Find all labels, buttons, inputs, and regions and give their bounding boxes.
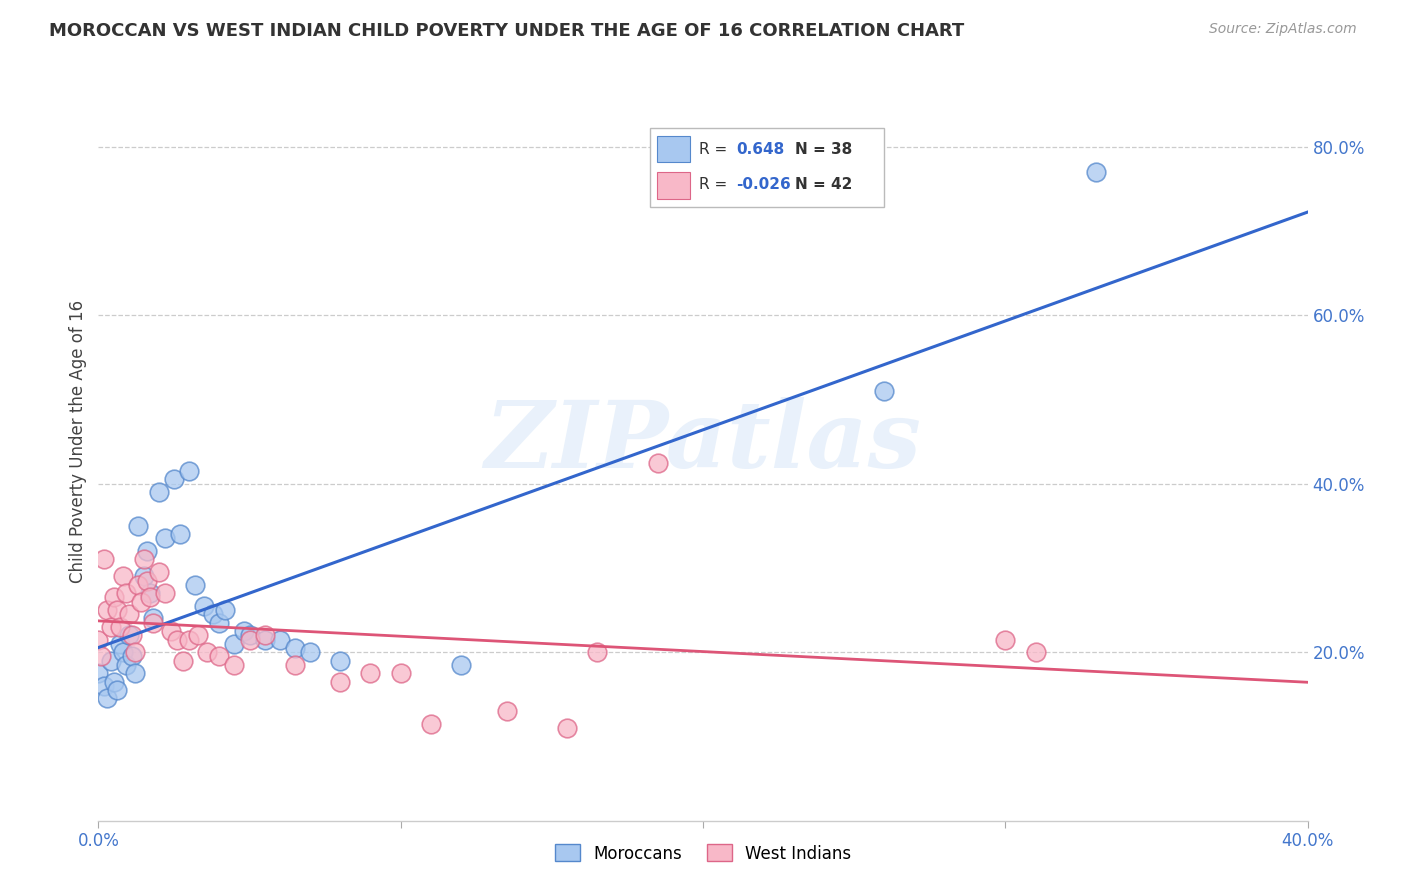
Point	[121, 628, 143, 642]
Point	[96, 603, 118, 617]
Point	[284, 640, 307, 655]
Point	[129, 594, 152, 608]
Legend: Moroccans, West Indians: Moroccans, West Indians	[548, 838, 858, 869]
Point	[299, 645, 322, 659]
Point	[224, 657, 246, 672]
Point	[111, 645, 134, 659]
Point	[96, 691, 118, 706]
Point	[647, 456, 669, 470]
Point	[132, 552, 155, 566]
Point	[160, 624, 183, 639]
Text: R =: R =	[699, 142, 727, 157]
Point	[103, 674, 125, 689]
Point	[87, 666, 110, 681]
Point	[202, 607, 225, 622]
Point	[214, 603, 236, 617]
Point	[139, 591, 162, 605]
Point	[329, 674, 352, 689]
Point	[118, 628, 141, 642]
Point	[195, 645, 218, 659]
Point	[135, 574, 157, 588]
Point	[111, 569, 134, 583]
Point	[166, 632, 188, 647]
Point	[100, 654, 122, 668]
FancyBboxPatch shape	[650, 128, 884, 207]
Point	[148, 485, 170, 500]
Point	[142, 615, 165, 630]
Point	[269, 632, 291, 647]
Point	[873, 384, 896, 398]
Point	[93, 552, 115, 566]
Point	[142, 611, 165, 625]
Text: MOROCCAN VS WEST INDIAN CHILD POVERTY UNDER THE AGE OF 16 CORRELATION CHART: MOROCCAN VS WEST INDIAN CHILD POVERTY UN…	[49, 22, 965, 40]
Point	[121, 649, 143, 664]
Point	[153, 532, 176, 546]
Point	[253, 632, 276, 647]
Text: N = 38: N = 38	[794, 142, 852, 157]
Point	[450, 657, 472, 672]
Point	[148, 565, 170, 579]
Point	[184, 578, 207, 592]
Point	[208, 615, 231, 630]
Text: N = 42: N = 42	[794, 178, 852, 193]
Point	[108, 620, 131, 634]
Text: Source: ZipAtlas.com: Source: ZipAtlas.com	[1209, 22, 1357, 37]
Point	[329, 654, 352, 668]
Point	[420, 716, 443, 731]
Point	[139, 586, 162, 600]
Point	[239, 628, 262, 642]
Point	[124, 666, 146, 681]
FancyBboxPatch shape	[657, 172, 689, 199]
Point	[87, 632, 110, 647]
Point	[118, 607, 141, 622]
Point	[232, 624, 254, 639]
Point	[360, 666, 382, 681]
Point	[193, 599, 215, 613]
Point	[105, 603, 128, 617]
Point	[114, 586, 136, 600]
Point	[127, 518, 149, 533]
Point	[103, 591, 125, 605]
Point	[135, 544, 157, 558]
Text: R =: R =	[699, 178, 727, 193]
Point	[253, 628, 276, 642]
Point	[172, 654, 194, 668]
Point	[127, 578, 149, 592]
Point	[163, 473, 186, 487]
Point	[495, 704, 517, 718]
Text: -0.026: -0.026	[737, 178, 792, 193]
Point	[108, 637, 131, 651]
Point	[100, 620, 122, 634]
Text: ZIPatlas: ZIPatlas	[485, 397, 921, 486]
Point	[105, 683, 128, 698]
FancyBboxPatch shape	[657, 136, 689, 162]
Point	[389, 666, 412, 681]
Point	[153, 586, 176, 600]
Point	[132, 569, 155, 583]
Point	[586, 645, 609, 659]
Point	[1085, 165, 1108, 179]
Point	[93, 679, 115, 693]
Point	[114, 657, 136, 672]
Point	[179, 464, 201, 478]
Point	[994, 632, 1017, 647]
Point	[284, 657, 307, 672]
Point	[169, 527, 191, 541]
Y-axis label: Child Poverty Under the Age of 16: Child Poverty Under the Age of 16	[69, 300, 87, 583]
Point	[1024, 645, 1046, 659]
Point	[90, 649, 112, 664]
Point	[124, 645, 146, 659]
Text: 0.648: 0.648	[737, 142, 785, 157]
Point	[208, 649, 231, 664]
Point	[187, 628, 209, 642]
Point	[555, 721, 578, 735]
Point	[179, 632, 201, 647]
Point	[239, 632, 262, 647]
Point	[224, 637, 246, 651]
